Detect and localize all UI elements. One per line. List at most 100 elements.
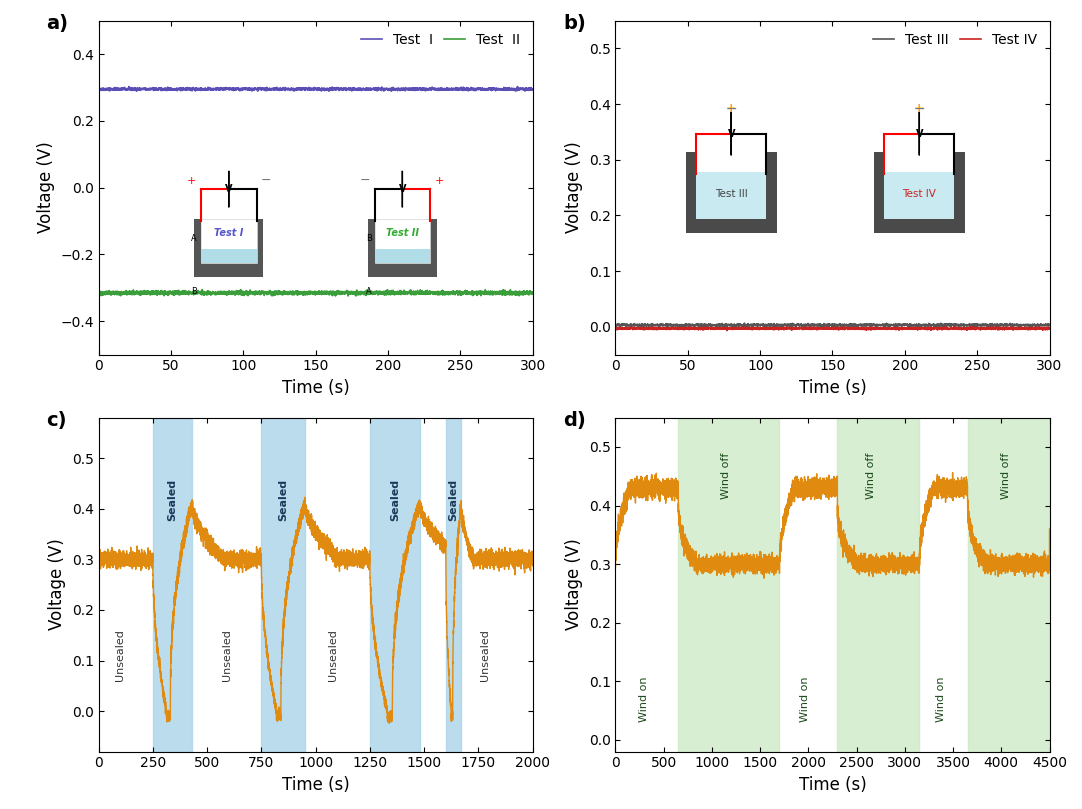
Bar <box>201 218 256 264</box>
Bar <box>766 152 777 233</box>
Text: Test IV: Test IV <box>902 189 936 199</box>
Line: Test  II: Test II <box>98 290 532 296</box>
Test III <box>927 322 940 332</box>
Text: Unsealed: Unsealed <box>328 629 338 680</box>
Line: Test IV: Test IV <box>616 327 1050 331</box>
Text: Wind on: Wind on <box>937 677 947 722</box>
Test IV <box>794 324 807 333</box>
Text: Sealed: Sealed <box>390 478 399 520</box>
Test  II <box>196 285 209 294</box>
Test  II <box>168 287 181 297</box>
Test  II <box>526 289 539 299</box>
Bar <box>370 417 420 752</box>
Text: V: V <box>225 184 233 194</box>
Text: a): a) <box>47 14 68 33</box>
Test  I <box>277 84 290 94</box>
Test  II <box>142 289 155 299</box>
Bar <box>194 218 201 277</box>
Text: −: − <box>726 102 737 116</box>
Test IV <box>1043 324 1056 334</box>
Bar <box>696 172 766 219</box>
Test  II <box>518 288 531 298</box>
Test IV <box>776 324 789 334</box>
Bar <box>153 417 192 752</box>
Bar <box>686 152 696 233</box>
Text: −: − <box>261 174 272 187</box>
Text: b): b) <box>564 14 586 33</box>
Bar <box>884 172 954 219</box>
Test  II <box>471 288 484 298</box>
Bar <box>201 249 256 264</box>
Bar <box>678 417 779 752</box>
Test III <box>659 320 672 330</box>
Test  II <box>349 291 362 301</box>
Text: Test II: Test II <box>386 227 419 238</box>
Test IV <box>988 323 1001 332</box>
Test III <box>776 320 789 329</box>
Text: Wind off: Wind off <box>866 453 876 499</box>
Text: Sealed: Sealed <box>278 478 288 520</box>
Text: Unsealed: Unsealed <box>222 629 232 680</box>
Text: +: + <box>435 176 444 186</box>
Test III <box>794 320 807 329</box>
Text: V: V <box>398 184 406 194</box>
Bar <box>431 218 437 277</box>
Bar <box>374 218 431 264</box>
Bar <box>686 219 777 233</box>
Test  I <box>142 85 155 95</box>
Test III <box>988 320 1001 329</box>
Y-axis label: Voltage (V): Voltage (V) <box>565 142 583 234</box>
Bar <box>262 417 305 752</box>
Test III <box>1034 320 1047 330</box>
Text: d): d) <box>564 411 586 430</box>
Y-axis label: Voltage (V): Voltage (V) <box>37 142 54 234</box>
Text: +: + <box>187 176 197 186</box>
Test  I <box>168 84 181 94</box>
Test IV <box>659 323 672 332</box>
Text: −: − <box>913 102 925 116</box>
Y-axis label: Voltage (V): Voltage (V) <box>565 539 583 630</box>
Test IV <box>609 323 622 332</box>
Text: Wind on: Wind on <box>639 677 649 722</box>
Test  II <box>277 290 290 299</box>
Text: V: V <box>915 129 923 138</box>
Test III <box>684 320 697 330</box>
Test  I <box>511 82 524 91</box>
Text: A: A <box>366 287 372 296</box>
Line: Test III: Test III <box>616 323 1050 327</box>
Y-axis label: Voltage (V): Voltage (V) <box>48 539 66 630</box>
Test  I <box>130 87 143 96</box>
Text: Unsealed: Unsealed <box>479 629 490 680</box>
Test III <box>738 318 751 328</box>
Test  II <box>259 287 272 297</box>
Bar <box>954 152 965 233</box>
Test IV <box>721 326 734 336</box>
Test III <box>1043 320 1056 329</box>
Bar <box>967 417 1050 752</box>
Text: Unsealed: Unsealed <box>116 629 126 680</box>
Text: B: B <box>366 234 372 243</box>
Text: A: A <box>192 234 197 243</box>
Test IV <box>948 322 961 332</box>
Bar <box>256 218 264 277</box>
Test  I <box>518 84 531 94</box>
Text: Wind off: Wind off <box>722 453 731 499</box>
Test  I <box>526 84 539 94</box>
Text: c): c) <box>47 411 67 430</box>
Test  I <box>471 84 484 94</box>
Bar <box>874 219 965 233</box>
Text: +: + <box>726 102 737 115</box>
Text: Test III: Test III <box>715 189 748 199</box>
Bar <box>194 264 264 277</box>
X-axis label: Time (s): Time (s) <box>281 776 349 794</box>
Text: V: V <box>727 129 735 138</box>
Legend: Test  I, Test  II: Test I, Test II <box>356 28 526 53</box>
Bar <box>374 249 431 264</box>
Test III <box>609 321 622 331</box>
Text: B: B <box>192 287 197 296</box>
Bar <box>874 152 884 233</box>
Text: Test I: Test I <box>214 227 243 238</box>
Bar <box>368 264 437 277</box>
X-axis label: Time (s): Time (s) <box>281 379 349 397</box>
Text: Sealed: Sealed <box>448 478 459 520</box>
